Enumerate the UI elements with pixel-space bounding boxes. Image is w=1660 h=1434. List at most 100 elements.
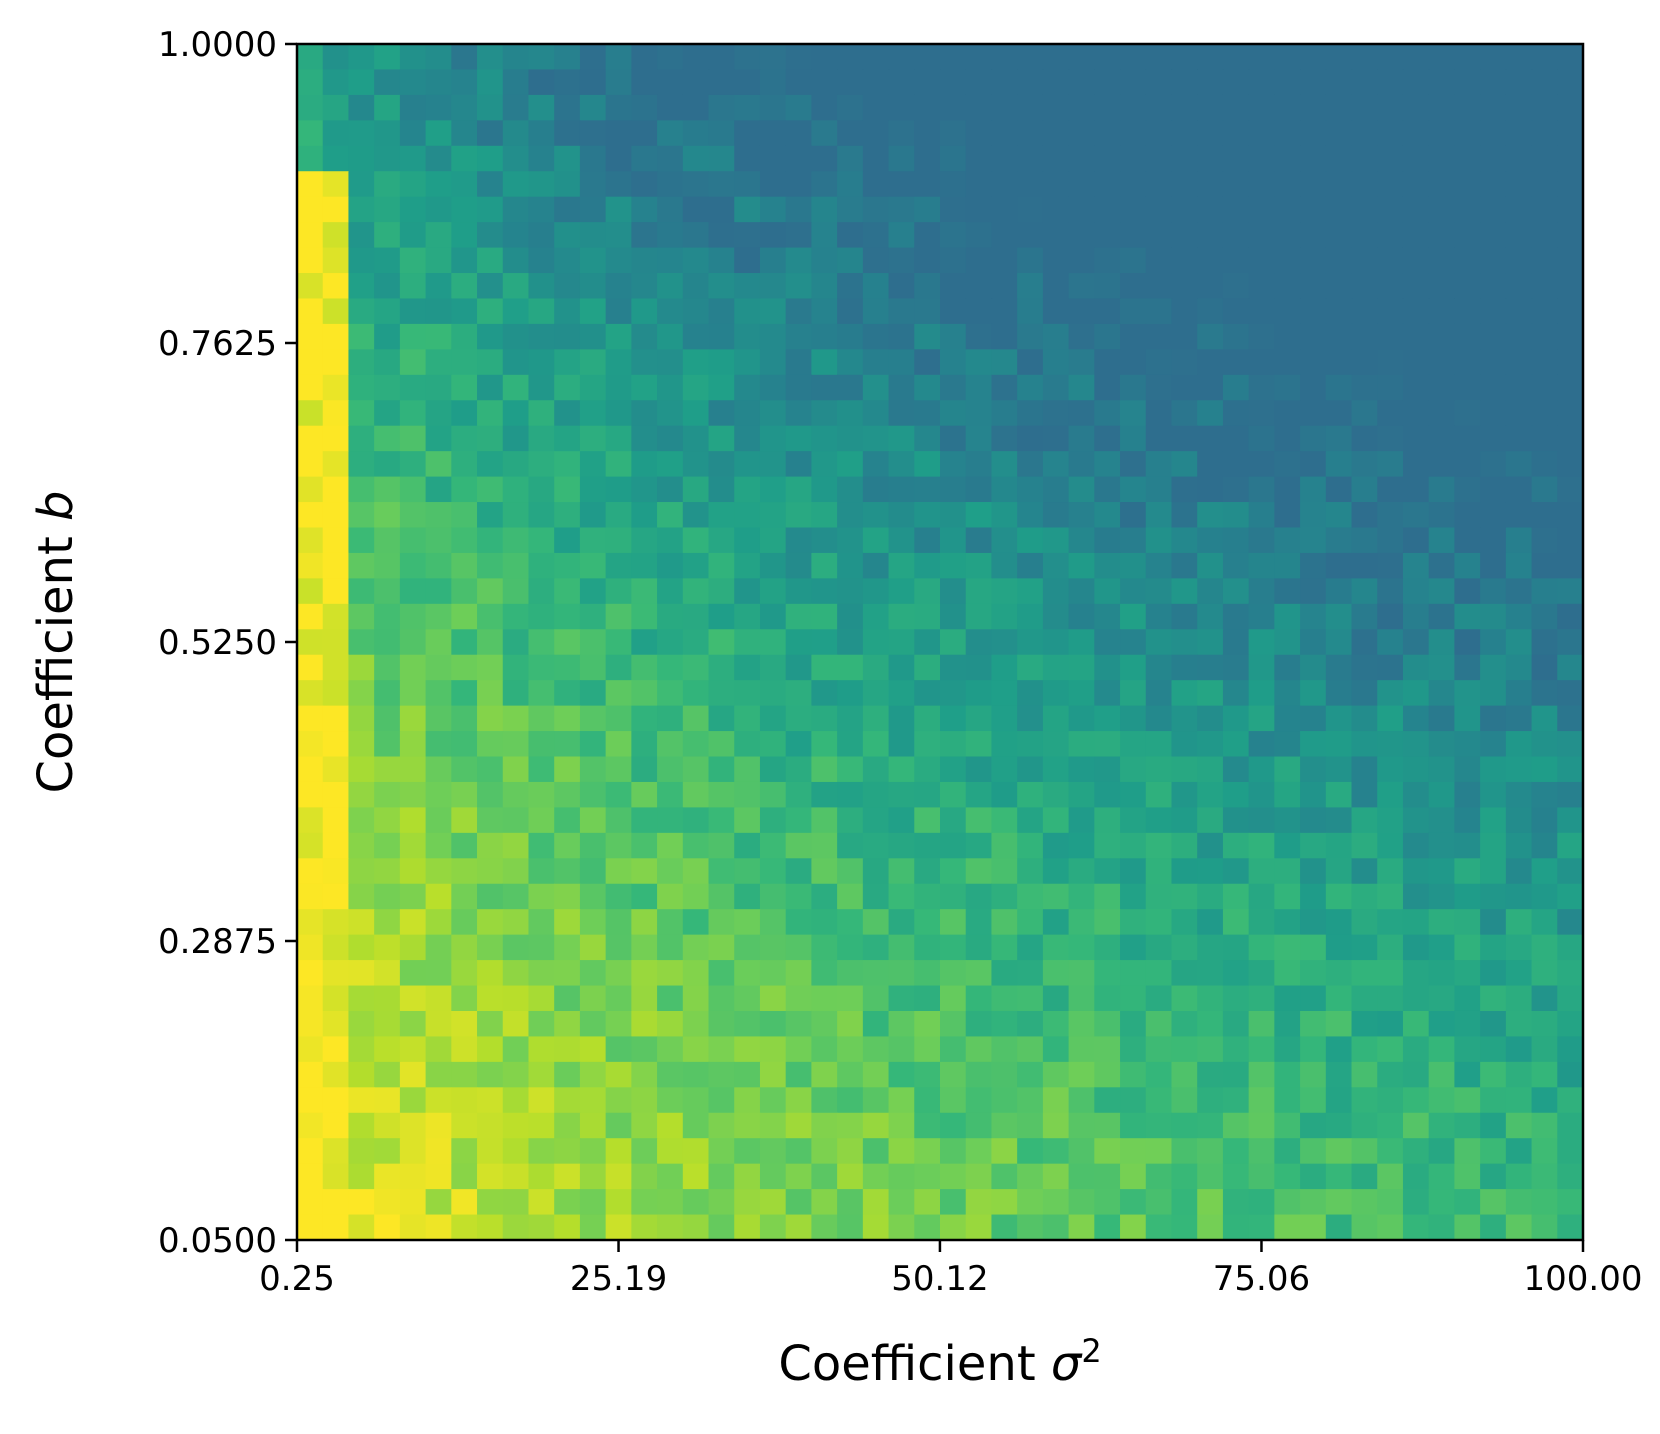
heatmap-cell (322, 629, 350, 656)
heatmap-cell (991, 1214, 1018, 1241)
heatmap-cell (425, 578, 452, 605)
heatmap-cell (1377, 705, 1404, 732)
heatmap-cell (991, 298, 1018, 325)
heatmap-cell (631, 934, 658, 961)
heatmap-cell (1274, 1036, 1301, 1063)
heatmap-cell (1377, 781, 1404, 809)
heatmap-cell (759, 603, 787, 630)
heatmap-cell (1274, 1214, 1301, 1241)
heatmap-cell (1120, 1061, 1147, 1088)
heatmap-cell (1248, 120, 1275, 147)
heatmap-cell (1197, 807, 1224, 834)
heatmap-cell (1248, 781, 1275, 809)
heatmap-cell (888, 1061, 915, 1088)
heatmap-cell (399, 349, 427, 376)
heatmap-cell (1094, 705, 1121, 732)
heatmap-cell (1017, 960, 1044, 987)
heatmap-cell (631, 374, 658, 401)
x-tick-label: 75.06 (1213, 1259, 1310, 1299)
heatmap-cell (1428, 578, 1455, 605)
heatmap-cell (1480, 323, 1507, 350)
heatmap-cell (1222, 120, 1250, 147)
heatmap-cell (528, 247, 555, 274)
heatmap-cell (1300, 1163, 1327, 1190)
heatmap-cell (1042, 1036, 1070, 1063)
heatmap-cell (1222, 858, 1250, 885)
heatmap-cell (425, 1163, 452, 1190)
heatmap-cell (785, 705, 812, 732)
heatmap-cell (759, 1036, 787, 1063)
heatmap-cell (1248, 1214, 1275, 1241)
heatmap-cell (1171, 654, 1198, 681)
heatmap-cell (811, 1189, 838, 1216)
heatmap-cell (1454, 247, 1481, 274)
heatmap-cell (322, 94, 350, 121)
heatmap-cell (579, 781, 607, 809)
heatmap-cell (322, 654, 350, 681)
heatmap-cell (657, 807, 684, 834)
heatmap-cell (1017, 273, 1044, 300)
heatmap-cell (888, 1163, 915, 1190)
heatmap-cell (1480, 145, 1507, 172)
heatmap-cell (1042, 247, 1070, 274)
heatmap-cell (1017, 934, 1044, 961)
heatmap-cell (1171, 781, 1198, 809)
heatmap-cell (528, 1112, 555, 1139)
heatmap-cell (1377, 807, 1404, 834)
heatmap-cell (1042, 94, 1070, 121)
heatmap-cell (1222, 731, 1250, 758)
heatmap-cell (914, 832, 941, 859)
heatmap-cell (914, 425, 941, 452)
heatmap-cell (477, 1189, 504, 1216)
heatmap-cell (1480, 247, 1507, 274)
heatmap-cell (579, 807, 607, 834)
heatmap-cell (914, 1087, 941, 1114)
heatmap-cell (991, 705, 1018, 732)
heatmap-cell (1531, 1087, 1558, 1114)
heatmap-cell (451, 44, 478, 71)
heatmap-cell (1068, 832, 1095, 859)
heatmap-cell (1325, 425, 1353, 452)
heatmap-cell (1377, 934, 1404, 961)
heatmap-cell (1017, 425, 1044, 452)
heatmap-cell (914, 145, 941, 172)
heatmap-cell (862, 94, 890, 121)
heatmap-cell (940, 756, 967, 783)
heatmap-cell (1145, 858, 1173, 885)
heatmap-cell (297, 349, 324, 376)
heatmap-cell (811, 1061, 838, 1088)
heatmap-cell (682, 323, 710, 350)
heatmap-cell (991, 44, 1018, 71)
heatmap-cell (399, 705, 427, 732)
heatmap-cell (759, 145, 787, 172)
heatmap-cell (1222, 44, 1250, 71)
heatmap-cell (991, 145, 1018, 172)
heatmap-cell (940, 527, 967, 554)
heatmap-cell (399, 298, 427, 325)
heatmap-cell (579, 374, 607, 401)
heatmap-cell (1377, 1061, 1404, 1088)
heatmap-cell (631, 1214, 658, 1241)
heatmap-cell (657, 934, 684, 961)
heatmap-cell (837, 400, 864, 427)
heatmap-cell (1171, 145, 1198, 172)
heatmap-cell (914, 680, 941, 707)
heatmap-cell (579, 1112, 607, 1139)
heatmap-cell (862, 247, 890, 274)
heatmap-cell (1325, 909, 1353, 936)
heatmap-cell (862, 705, 890, 732)
heatmap-cell (991, 832, 1018, 859)
heatmap-cell (888, 960, 915, 987)
heatmap-cell (1351, 731, 1378, 758)
heatmap-cell (965, 883, 993, 910)
heatmap-cell (1505, 247, 1533, 274)
heatmap-cell (1222, 1189, 1250, 1216)
heatmap-cell (759, 578, 787, 605)
heatmap-cell (1351, 781, 1378, 809)
heatmap-cell (1428, 451, 1455, 478)
heatmap-cell (1068, 552, 1095, 579)
heatmap-cell (502, 883, 530, 910)
heatmap-cell (1171, 705, 1198, 732)
heatmap-cell (734, 1087, 761, 1114)
heatmap-cell (1557, 374, 1584, 401)
